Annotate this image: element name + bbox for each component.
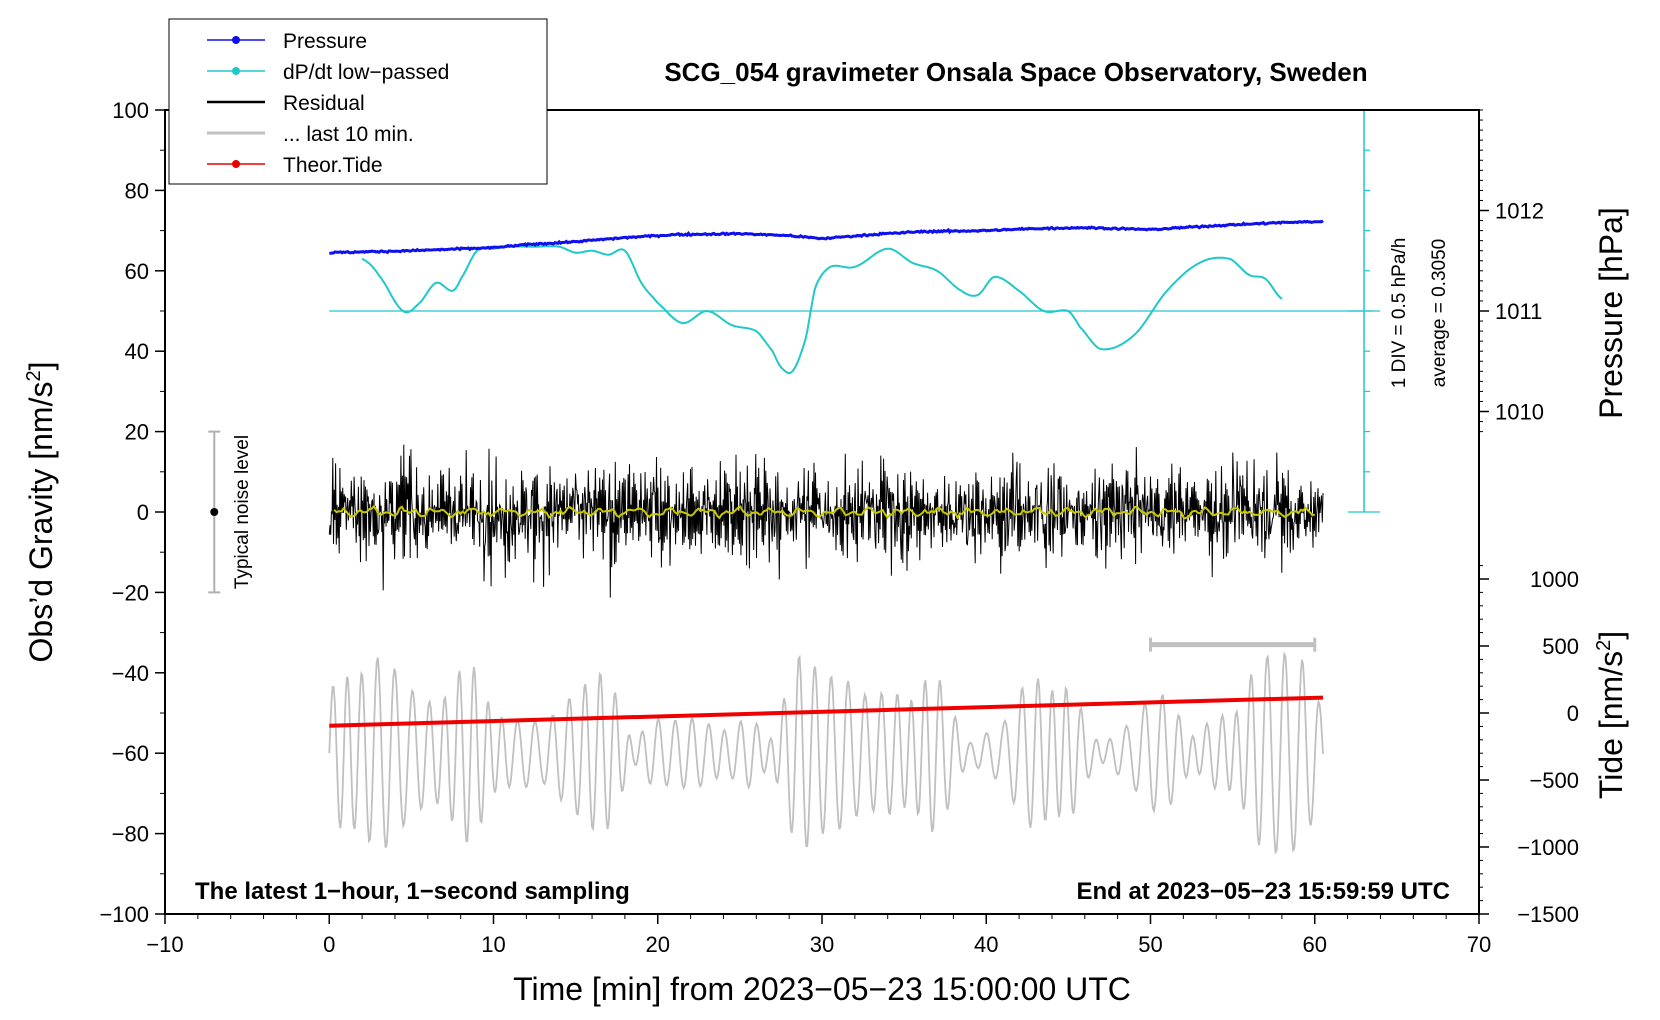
- x-tick-label: 50: [1138, 932, 1162, 957]
- dpdt-average-label: average = 0.3050: [1429, 239, 1450, 387]
- legend-marker-tide: [232, 160, 240, 168]
- y-axis-label-left: Obs’d Gravity [nm/s2]: [23, 362, 59, 663]
- x-tick-label: 10: [481, 932, 505, 957]
- legend-label-last10: ... last 10 min.: [283, 123, 414, 146]
- x-tick-label: 30: [810, 932, 834, 957]
- legend-item-residual: Residual: [207, 92, 365, 115]
- tide-tick-label: −1000: [1517, 835, 1579, 860]
- axis-ticks: −10 0 10 20 30 40 50 60 70100806040200−20−40−60−…: [99, 98, 1579, 957]
- last10-trace: [328, 651, 1324, 855]
- y-tick-label: 40: [125, 339, 149, 364]
- legend-marker-pressure: [232, 36, 240, 44]
- y-tick-label: 100: [112, 98, 149, 123]
- pressure-tick-label: 1011: [1495, 299, 1542, 324]
- tide-tick-label: 0: [1567, 701, 1579, 726]
- noise-level-label: Typical noise level: [232, 435, 253, 589]
- y-tick-label: 80: [125, 178, 149, 203]
- legend-item-tide: Theor.Tide: [207, 154, 383, 177]
- note-end-time: End at 2023−05−23 15:59:59 UTC: [1076, 878, 1450, 905]
- x-tick-label: 40: [974, 932, 998, 957]
- legend: Pressure dP/dt low−passed Residual ... l…: [168, 18, 548, 185]
- tide-tick-label: −1500: [1517, 902, 1579, 927]
- legend-marker-dpdt: [232, 67, 240, 75]
- tide-trace: [329, 695, 1324, 728]
- residual-trace: [328, 444, 1324, 598]
- tide-tick-label: −500: [1529, 768, 1579, 793]
- legend-label-dpdt: dP/dt low−passed: [283, 61, 449, 84]
- y-axis-label-tide: Tide [nm/s2]: [1593, 631, 1629, 799]
- legend-item-last10: ... last 10 min.: [207, 123, 414, 146]
- legend-label-residual: Residual: [283, 92, 365, 115]
- x-tick-label: 0: [323, 932, 335, 957]
- x-tick-label: −10: [146, 932, 183, 957]
- x-tick-label: 60: [1303, 932, 1327, 957]
- y-axis-label-pressure: Pressure [hPa]: [1593, 207, 1629, 419]
- y-tick-label: −80: [112, 822, 149, 847]
- noise-level-center-dot: [210, 508, 219, 516]
- plot-traces: [208, 109, 1381, 855]
- pressure-tick-label: 1010: [1495, 400, 1544, 425]
- x-axis-label: Time [min] from 2023−05−23 15:00:00 UTC: [513, 971, 1131, 1007]
- y-tick-label: 20: [125, 420, 149, 445]
- note-sampling: The latest 1−hour, 1−second sampling: [195, 878, 630, 905]
- x-tick-label: 70: [1467, 932, 1491, 957]
- y-tick-label: −40: [112, 661, 149, 686]
- y-tick-label: −100: [99, 902, 149, 927]
- pressure-trace: [329, 219, 1324, 255]
- pressure-tick-label: 1012: [1495, 199, 1544, 224]
- dpdt-trace: [361, 245, 1283, 375]
- tide-tick-label: 1000: [1530, 567, 1579, 592]
- dpdt-div-label: 1 DIV = 0.5 hPa/h: [1389, 238, 1410, 389]
- y-tick-label: −20: [112, 580, 149, 605]
- x-tick-label: 20: [646, 932, 670, 957]
- legend-label-pressure: Pressure: [283, 30, 367, 53]
- y-tick-label: −60: [112, 741, 149, 766]
- y-tick-label: 60: [125, 259, 149, 284]
- residual-smoothed-trace: [333, 505, 1316, 520]
- legend-item-pressure: Pressure: [207, 30, 367, 53]
- tide-tick-label: 500: [1542, 634, 1579, 659]
- legend-label-tide: Theor.Tide: [283, 154, 383, 177]
- y-tick-label: 0: [137, 500, 149, 525]
- chart-title: SCG_054 gravimeter Onsala Space Observat…: [664, 57, 1367, 87]
- legend-item-dpdt: dP/dt low−passed: [207, 61, 449, 84]
